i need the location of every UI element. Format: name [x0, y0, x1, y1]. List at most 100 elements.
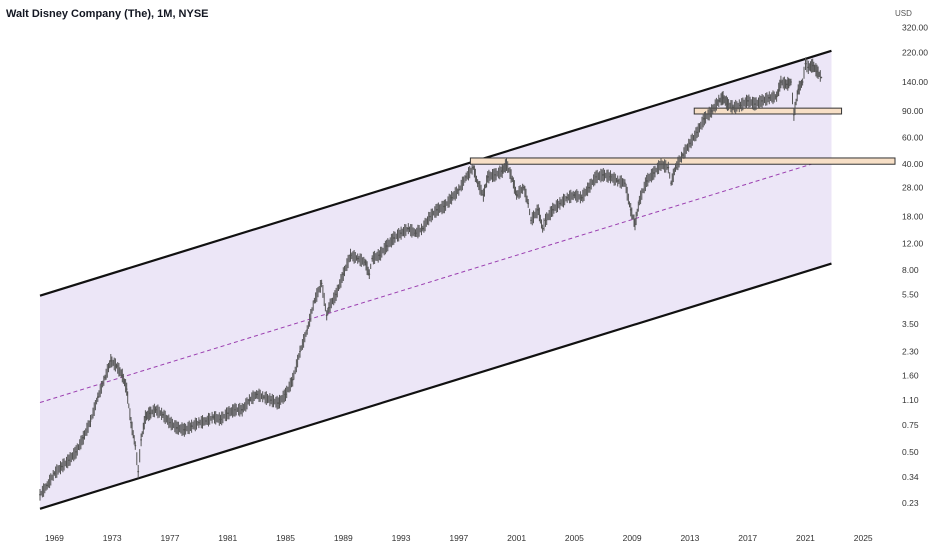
- currency-label: USD: [895, 9, 912, 18]
- price-point: [703, 117, 706, 120]
- price-point: [248, 399, 251, 402]
- y-tick-label: 40.00: [902, 159, 924, 169]
- price-point: [616, 180, 619, 182]
- x-tick-label: 2009: [623, 533, 642, 543]
- y-tick-label: 2.30: [902, 347, 919, 357]
- y-tick-label: 12.00: [902, 238, 924, 248]
- y-tick-label: 60.00: [902, 133, 924, 143]
- y-tick-label: 220.00: [902, 47, 928, 57]
- price-point: [385, 245, 388, 247]
- y-tick-label: 3.50: [902, 319, 919, 329]
- x-tick-label: 1997: [449, 533, 468, 543]
- price-point: [443, 205, 446, 208]
- price-point: [421, 227, 424, 230]
- x-tick-label: 1993: [392, 533, 411, 543]
- price-point: [140, 438, 142, 441]
- price-point: [291, 378, 294, 381]
- price-point: [790, 81, 792, 83]
- price-point: [722, 96, 725, 99]
- x-tick-label: 2001: [507, 533, 526, 543]
- price-point: [378, 254, 381, 257]
- price-point: [761, 99, 764, 102]
- price-point: [414, 232, 417, 235]
- price-point: [392, 237, 395, 239]
- price-point: [137, 470, 140, 473]
- price-point: [660, 163, 662, 166]
- resistance-zones: [469, 107, 896, 165]
- price-point: [325, 314, 328, 317]
- price-point: [580, 196, 583, 199]
- price-point: [407, 227, 410, 230]
- channel-lower-line[interactable]: [39, 262, 832, 510]
- x-tick-label: 2017: [738, 533, 757, 543]
- channel-group: [39, 49, 832, 510]
- y-tick-label: 0.75: [902, 420, 919, 430]
- price-point: [190, 425, 193, 428]
- price-point: [183, 428, 186, 431]
- price-point: [785, 83, 788, 86]
- price-point: [482, 194, 485, 196]
- price-point: [327, 306, 330, 309]
- channel-midline[interactable]: [39, 157, 832, 404]
- price-point: [775, 95, 778, 98]
- price-point: [710, 110, 713, 112]
- price-point: [522, 186, 525, 189]
- price-point: [89, 420, 92, 422]
- price-point: [161, 413, 164, 416]
- price-point: [241, 408, 244, 411]
- price-point: [811, 64, 814, 67]
- price-point: [60, 465, 63, 468]
- resistance-zone-2[interactable]: [693, 107, 843, 115]
- price-point: [429, 215, 431, 218]
- price-point: [801, 81, 804, 83]
- y-axis: 320.00 220.00 140.00 90.00 60.00 40.00 28.00 18…: [902, 23, 928, 508]
- x-tick-label: 1989: [334, 533, 353, 543]
- price-point: [104, 376, 106, 379]
- price-point: [67, 459, 70, 462]
- price-point: [450, 196, 453, 199]
- price-point: [624, 182, 626, 185]
- price-point: [368, 273, 371, 276]
- price-point: [234, 408, 236, 411]
- price-point: [530, 219, 532, 222]
- price-point: [797, 88, 800, 91]
- x-tick-label: 2005: [565, 533, 584, 543]
- price-point: [109, 359, 112, 362]
- price-point: [541, 227, 544, 230]
- x-tick-label: 1973: [103, 533, 122, 543]
- price-point: [717, 99, 720, 102]
- price-point: [501, 170, 504, 173]
- channel-upper-line[interactable]: [39, 49, 832, 297]
- price-point: [816, 70, 818, 73]
- price-point: [82, 436, 85, 439]
- price-point: [681, 154, 684, 156]
- price-point: [689, 142, 691, 145]
- y-tick-label: 90.00: [902, 106, 924, 116]
- price-point: [804, 62, 807, 65]
- price-point: [457, 189, 460, 191]
- price-point: [197, 421, 200, 424]
- resistance-zone-1[interactable]: [469, 157, 896, 165]
- price-point: [634, 223, 636, 226]
- y-tick-label: 28.00: [902, 183, 924, 193]
- y-tick-label: 1.10: [902, 395, 919, 405]
- y-tick-label: 320.00: [902, 23, 928, 33]
- price-point: [465, 175, 467, 178]
- price-point: [587, 186, 590, 189]
- price-point: [494, 173, 496, 176]
- price-point: [371, 257, 374, 260]
- price-point: [609, 175, 612, 178]
- price-point: [527, 202, 530, 205]
- price-point: [39, 493, 41, 496]
- price-point: [364, 261, 366, 264]
- price-point: [148, 412, 151, 415]
- price-point: [726, 103, 729, 105]
- price-point: [342, 273, 345, 276]
- y-tick-label: 8.00: [902, 265, 919, 275]
- price-point: [732, 106, 735, 109]
- price-point: [299, 350, 301, 353]
- price-point: [277, 402, 280, 405]
- price-point: [134, 444, 137, 447]
- y-tick-label: 0.50: [902, 447, 919, 457]
